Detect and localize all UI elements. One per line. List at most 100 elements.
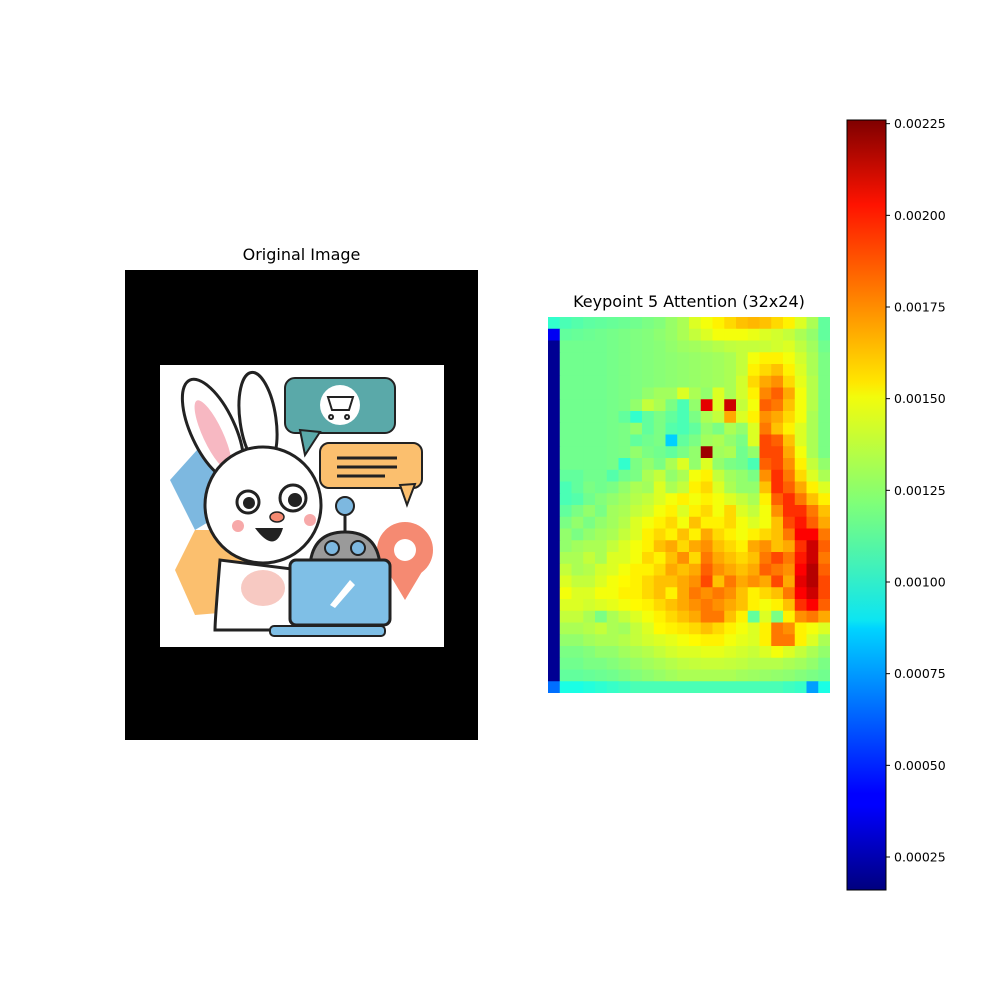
heatmap-cell xyxy=(559,657,572,670)
heatmap-cell xyxy=(818,434,830,447)
heatmap-cell xyxy=(700,540,713,553)
heatmap-cell xyxy=(689,411,702,424)
heatmap-cell xyxy=(653,516,666,529)
heatmap-cell xyxy=(783,387,796,400)
heatmap-cell xyxy=(606,481,619,494)
heatmap-cell xyxy=(548,328,561,341)
heatmap-cell xyxy=(759,540,772,553)
heatmap-cell xyxy=(759,352,772,365)
heatmap-cell xyxy=(642,317,655,330)
heatmap-cell xyxy=(736,516,749,529)
heatmap-cell xyxy=(794,328,807,341)
heatmap-cell xyxy=(653,387,666,400)
heatmap-cell xyxy=(548,317,561,330)
heatmap-cell xyxy=(747,364,760,377)
heatmap-cell xyxy=(724,610,737,623)
heatmap-cell xyxy=(806,646,819,659)
heatmap-cell xyxy=(689,434,702,447)
heatmap-cell xyxy=(712,364,725,377)
heatmap-cell xyxy=(700,646,713,659)
heatmap-cell xyxy=(771,599,784,612)
heatmap-cell xyxy=(818,587,830,600)
heatmap-cell xyxy=(583,540,596,553)
heatmap-cell xyxy=(747,587,760,600)
heatmap-cell xyxy=(806,469,819,482)
heatmap-cell xyxy=(759,387,772,400)
heatmap-cell xyxy=(583,634,596,647)
heatmap-cell xyxy=(700,434,713,447)
heatmap-cell xyxy=(712,646,725,659)
heatmap-cell xyxy=(595,411,608,424)
heatmap-cell xyxy=(818,387,830,400)
heatmap-cell xyxy=(595,657,608,670)
heatmap-cell xyxy=(724,493,737,506)
heatmap-cell xyxy=(747,481,760,494)
heatmap-cell xyxy=(618,516,631,529)
heatmap-cell xyxy=(677,540,690,553)
heatmap-cell xyxy=(548,587,561,600)
heatmap-cell xyxy=(818,505,830,518)
heatmap-cell xyxy=(653,481,666,494)
heatmap-cell xyxy=(806,340,819,353)
heatmap-cell xyxy=(606,328,619,341)
heatmap-cell xyxy=(571,505,584,518)
original-image-panel xyxy=(125,270,478,740)
heatmap-cell xyxy=(759,634,772,647)
heatmap-cell xyxy=(583,552,596,565)
heatmap-cell xyxy=(689,481,702,494)
heatmap-cell xyxy=(548,634,561,647)
heatmap-cell xyxy=(618,540,631,553)
heatmap-cell xyxy=(548,352,561,365)
heatmap-cell xyxy=(559,340,572,353)
heatmap-cell xyxy=(548,681,561,693)
heatmap-cell xyxy=(665,469,678,482)
heatmap-cell xyxy=(783,657,796,670)
heatmap-cell xyxy=(689,469,702,482)
heatmap-cell xyxy=(595,352,608,365)
heatmap-cell xyxy=(559,528,572,541)
heatmap-cell xyxy=(759,505,772,518)
heatmap-cell xyxy=(689,575,702,588)
heatmap-cell xyxy=(759,328,772,341)
heatmap-cell xyxy=(606,340,619,353)
heatmap-cell xyxy=(677,610,690,623)
heatmap-cell xyxy=(630,387,643,400)
heatmap-cell xyxy=(618,622,631,635)
heatmap-cell xyxy=(548,399,561,412)
heatmap-cell xyxy=(700,528,713,541)
heatmap-cell xyxy=(642,540,655,553)
heatmap-cell xyxy=(700,669,713,682)
heatmap-cell xyxy=(642,469,655,482)
heatmap-cell xyxy=(759,587,772,600)
heatmap-cell xyxy=(759,364,772,377)
heatmap-cell xyxy=(771,352,784,365)
heatmap-cell xyxy=(548,575,561,588)
heatmap-cell xyxy=(653,352,666,365)
heatmap-cell xyxy=(806,364,819,377)
heatmap-cell xyxy=(653,610,666,623)
heatmap-cell xyxy=(818,493,830,506)
heatmap-cell xyxy=(818,681,830,693)
heatmap-cell xyxy=(630,540,643,553)
heatmap-cell xyxy=(700,516,713,529)
heatmap-cell xyxy=(747,493,760,506)
heatmap-cell xyxy=(747,634,760,647)
heatmap-cell xyxy=(712,375,725,388)
heatmap-cell xyxy=(759,422,772,435)
heatmap-cell xyxy=(712,599,725,612)
heatmap-cell xyxy=(595,493,608,506)
heatmap-cell xyxy=(548,669,561,682)
heatmap-cell xyxy=(653,681,666,693)
heatmap-cell xyxy=(818,657,830,670)
heatmap-cell xyxy=(571,563,584,576)
heatmap-cell xyxy=(642,657,655,670)
heatmap-cell xyxy=(759,458,772,471)
heatmap-cell xyxy=(583,352,596,365)
heatmap-cell xyxy=(771,446,784,459)
heatmap-cell xyxy=(783,552,796,565)
heatmap-cell xyxy=(571,481,584,494)
heatmap-cell xyxy=(559,575,572,588)
heatmap-cell xyxy=(665,540,678,553)
heatmap-cell xyxy=(618,681,631,693)
heatmap-cell xyxy=(736,458,749,471)
